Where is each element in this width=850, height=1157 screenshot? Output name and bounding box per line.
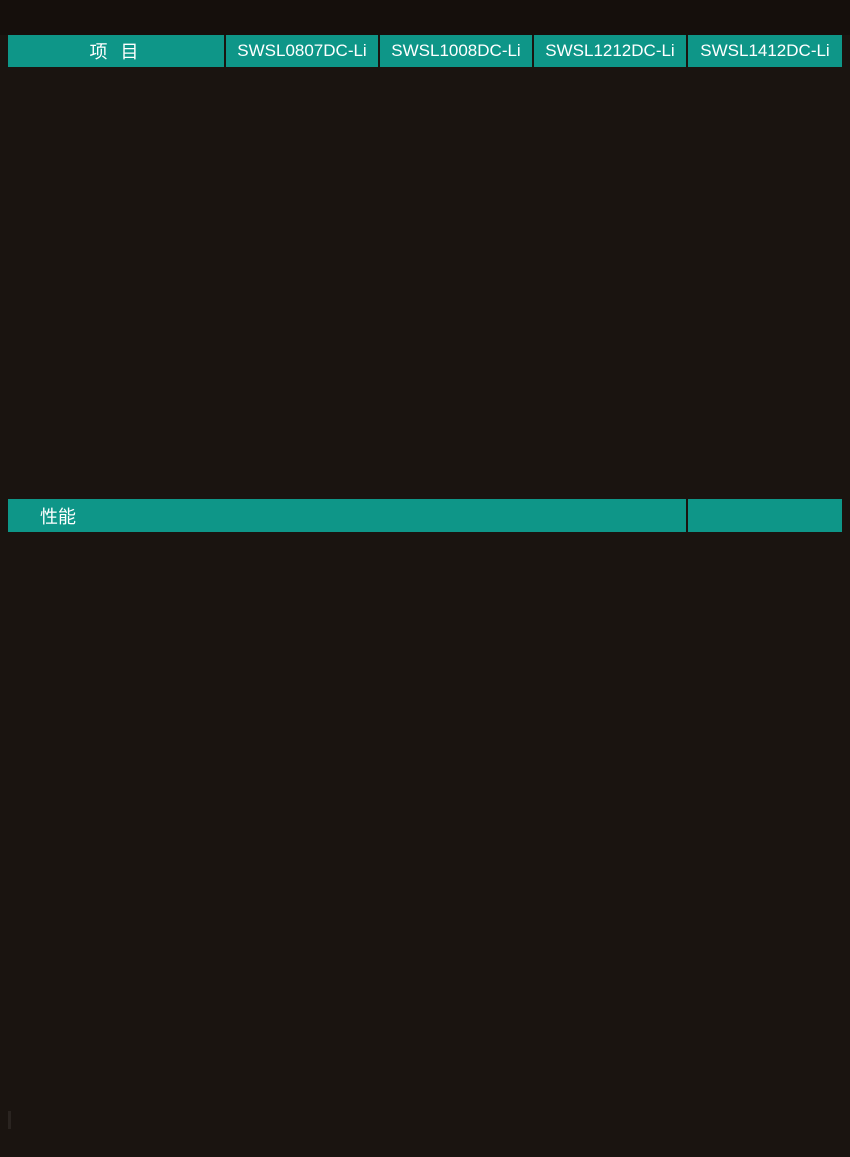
spec-body-block-1 bbox=[8, 67, 842, 499]
section-header-label: 性能 bbox=[8, 499, 688, 532]
section-header-row: 性能 bbox=[8, 499, 842, 532]
section-header-side bbox=[688, 499, 842, 532]
header-col-0: SWSL0807DC-Li bbox=[226, 35, 380, 67]
spec-body-block-2 bbox=[8, 532, 842, 1112]
header-label-cell: 项 目 bbox=[8, 35, 226, 67]
header-col-3: SWSL1412DC-Li bbox=[688, 35, 842, 67]
top-spacer bbox=[0, 0, 850, 35]
header-col-2: SWSL1212DC-Li bbox=[534, 35, 688, 67]
header-col-1: SWSL1008DC-Li bbox=[380, 35, 534, 67]
table-header-row: 项 目 SWSL0807DC-Li SWSL1008DC-Li SWSL1212… bbox=[8, 35, 842, 67]
page-mark bbox=[8, 1111, 11, 1129]
spec-page: 项 目 SWSL0807DC-Li SWSL1008DC-Li SWSL1212… bbox=[0, 0, 850, 1157]
